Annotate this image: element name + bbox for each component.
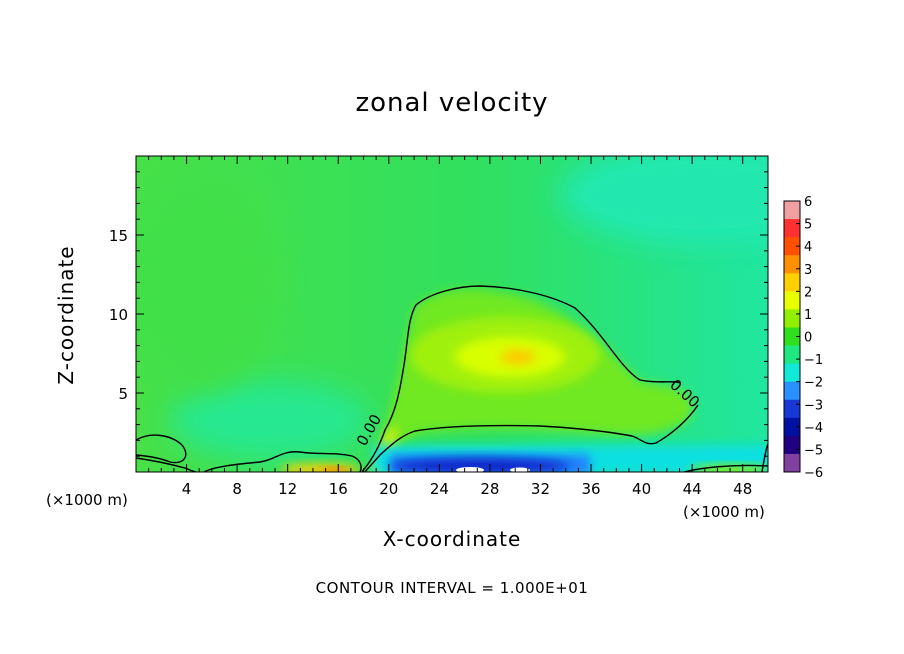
colorbar-label: −4 bbox=[804, 421, 823, 436]
contour-interval: CONTOUR INTERVAL = 1.000E+01 bbox=[315, 579, 589, 597]
colorbar-swatch bbox=[784, 291, 800, 310]
x-tick-label: 28 bbox=[480, 480, 499, 498]
colorbar-swatch bbox=[784, 417, 800, 437]
x-unit-label-left: (×1000 m) bbox=[46, 491, 128, 509]
colorbar-label: 6 bbox=[804, 195, 812, 210]
x-tick-label: 12 bbox=[278, 480, 297, 498]
x-tick-label: 16 bbox=[329, 480, 348, 498]
x-axis-label: X-coordinate bbox=[382, 527, 522, 551]
y-tick-label: 15 bbox=[109, 227, 128, 245]
chart-title: zonal velocity bbox=[355, 88, 549, 118]
x-tick-label: 48 bbox=[733, 480, 752, 498]
colorbar-label: −6 bbox=[804, 466, 823, 481]
x-tick-label: 40 bbox=[632, 480, 651, 498]
x-tick-label: 32 bbox=[531, 480, 550, 498]
colorbar-swatch bbox=[784, 435, 800, 455]
y-axis-label: Z-coordinate bbox=[54, 245, 78, 385]
x-tick-label: 36 bbox=[581, 480, 600, 498]
colorbar-swatch bbox=[784, 201, 800, 220]
colorbar-label: −1 bbox=[804, 353, 823, 368]
colorbar-swatch bbox=[784, 273, 800, 292]
colorbar-swatch bbox=[784, 363, 800, 383]
colorbar-swatch bbox=[784, 453, 800, 473]
x-tick-label: 8 bbox=[232, 480, 242, 498]
colorbar-label: 4 bbox=[804, 240, 812, 255]
colorbar-label: 1 bbox=[804, 308, 812, 323]
colorbar-label: 2 bbox=[804, 285, 812, 300]
colorbar-swatch bbox=[784, 309, 800, 328]
x-tick-label: 44 bbox=[683, 480, 702, 498]
x-tick-label: 24 bbox=[430, 480, 449, 498]
x-unit-label-right: (×1000 m) bbox=[683, 503, 765, 521]
zero-contour bbox=[136, 285, 768, 472]
colorbar-label: −5 bbox=[804, 443, 823, 458]
colorbar-label: 5 bbox=[804, 218, 812, 233]
colorbar-label: 3 bbox=[804, 263, 812, 278]
y-tick-label: 5 bbox=[118, 385, 128, 403]
x-tick-label: 20 bbox=[379, 480, 398, 498]
colorbar-swatch bbox=[784, 399, 800, 419]
velocity-field bbox=[136, 156, 768, 472]
colorbar-swatch bbox=[784, 237, 800, 256]
colorbar-label: −2 bbox=[804, 376, 823, 391]
y-tick-label: 10 bbox=[109, 306, 128, 324]
x-tick-label: 4 bbox=[182, 480, 192, 498]
colorbar-swatch bbox=[784, 327, 800, 347]
y-axis: 5 10 15 bbox=[109, 171, 768, 457]
colorbar-label: 0 bbox=[804, 331, 812, 346]
x-axis: 4 8 12 16 20 24 28 32 36 40 44 48 bbox=[148, 156, 756, 498]
colorbar: 6 5 4 3 2 1 0 −1 −2 −3 −4 −5 −6 bbox=[783, 195, 823, 481]
colorbar-swatch bbox=[784, 219, 800, 238]
colorbar-swatch bbox=[784, 381, 800, 401]
colorbar-swatch bbox=[784, 345, 800, 365]
colorbar-label: −3 bbox=[804, 398, 823, 413]
colorbar-swatch bbox=[784, 255, 800, 274]
